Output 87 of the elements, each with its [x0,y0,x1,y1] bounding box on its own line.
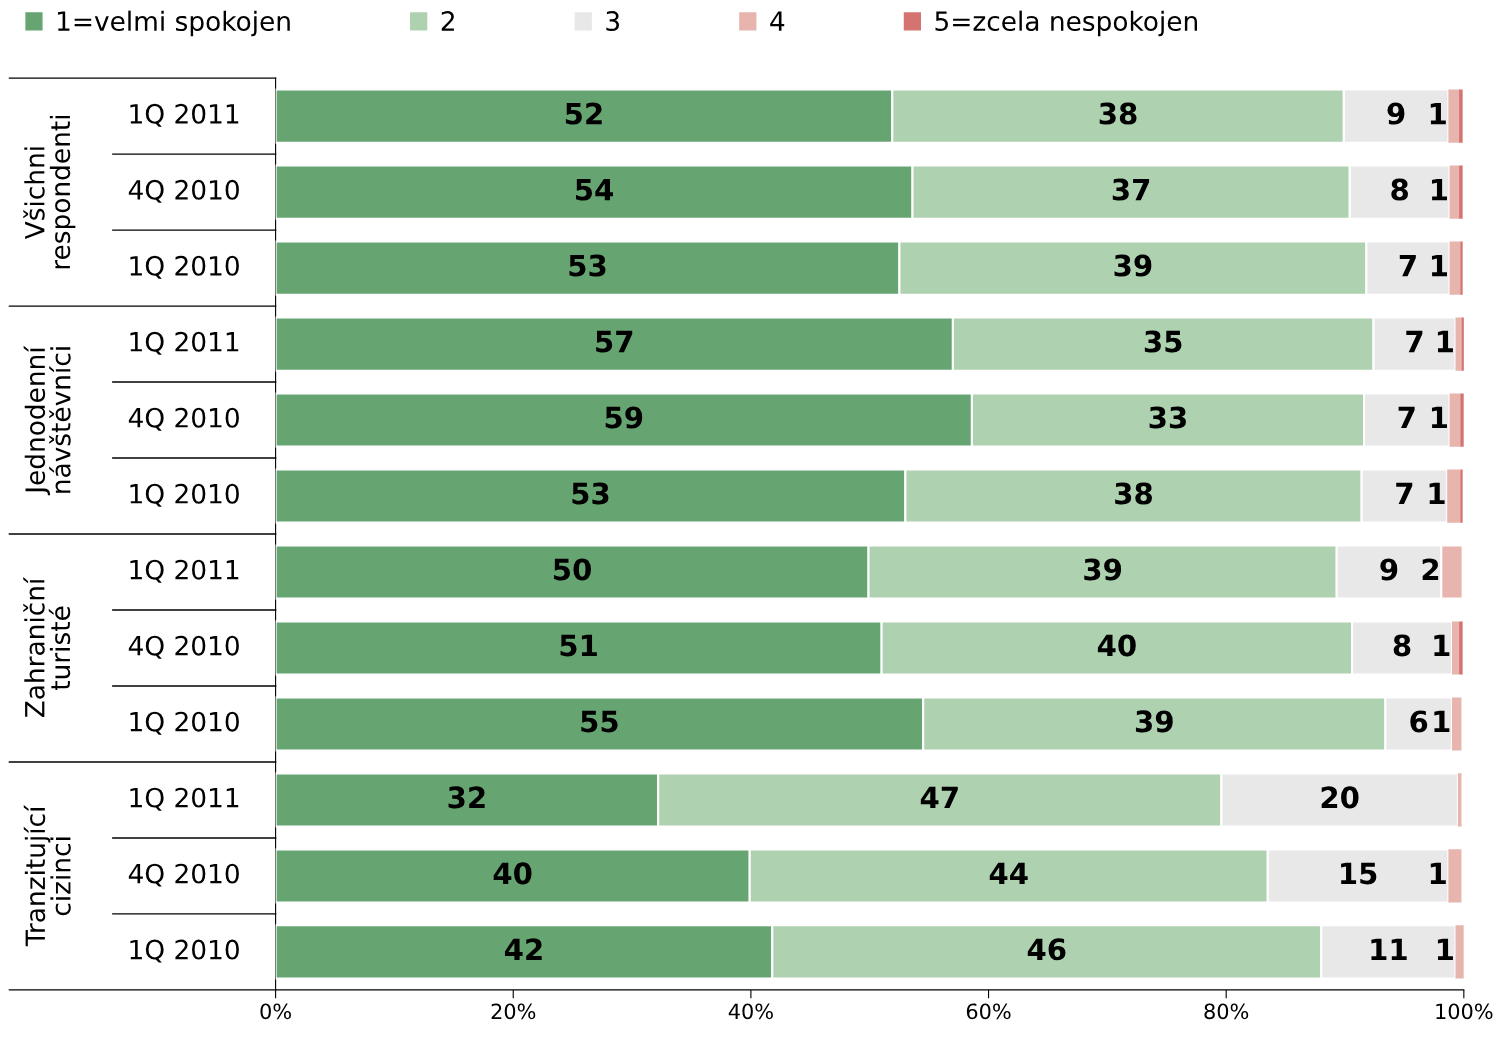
data-label: 7 [1399,254,1416,277]
data-label: 53 [569,254,606,277]
data-label: 32 [448,786,485,809]
data-label: 39 [1114,254,1152,277]
data-label: 6 [1410,710,1428,733]
bar [1460,241,1463,295]
data-label: 8 [1391,178,1409,201]
bar [1448,849,1462,903]
data-label: 55 [581,710,618,733]
data-label: 1 [1431,254,1447,277]
data-label: 7 [1398,406,1415,429]
y-tick-label: 1Q 2011 [130,559,239,583]
data-label: 51 [560,634,597,657]
y-tick-label: 1Q 2011 [130,103,239,127]
data-label: 15 [1341,862,1377,885]
data-label: 9 [1380,558,1398,581]
data-label: 7 [1406,330,1423,353]
x-tick-label: 80% [1204,1003,1249,1020]
legend-label: 1=velmi spokojen [57,10,290,37]
x-tick-label: 60% [966,1003,1011,1020]
y-tick-label: 4Q 2010 [128,863,239,887]
data-label: 1 [1434,634,1450,657]
data-label: 53 [572,482,609,505]
data-label: 8 [1393,634,1411,657]
data-label: 1 [1430,862,1446,884]
bar [1451,697,1462,751]
y-tick-label: 4Q 2010 [128,407,239,431]
data-label: 7 [1396,482,1413,505]
data-label: 42 [504,938,542,960]
data-label: 9 [1387,102,1405,125]
text: Jednodenní návštěvníci [23,345,71,496]
y-tick-label: 4Q 2010 [128,179,239,203]
x-tick-label: 100% [1436,1003,1493,1020]
data-label: 47 [920,786,958,808]
y-tick-label: 1Q 2010 [130,483,239,507]
data-label: 1 [1437,938,1453,960]
y-tick-label: 1Q 2010 [130,255,239,279]
data-label: 11 [1371,938,1407,960]
data-label: 20 [1321,786,1359,809]
data-label: 37 [1112,178,1150,201]
bar [1448,89,1460,143]
data-label: 50 [554,558,591,581]
bar [1451,621,1460,675]
data-label: 1 [1431,406,1447,429]
data-label: 59 [605,406,643,429]
data-label: 57 [596,330,633,353]
data-label: 44 [989,862,1028,884]
data-label: 1 [1434,710,1450,733]
bar [1449,241,1461,295]
bar [1460,469,1463,523]
data-label: 1 [1430,102,1446,125]
data-label: 39 [1084,558,1122,581]
data-label: 52 [565,102,602,125]
text: Tranzitující cizinci [23,804,71,947]
y-tick-label: 1Q 2011 [130,331,239,355]
legend-label: 4 [770,11,785,31]
bar [1459,165,1463,219]
y-tick-label: 4Q 2010 [128,635,239,659]
bar [1449,165,1460,219]
bar [1459,621,1463,675]
data-label: 40 [493,862,532,885]
x-tick-label: 40% [728,1003,773,1020]
legend-label: 5=zcela nespokojen [935,10,1197,37]
bar [1447,469,1461,523]
text: Všichni respondenti [23,115,76,269]
data-label: 40 [1097,634,1136,657]
text: Zahraniční turisté [23,577,71,718]
data-label: 1 [1431,178,1447,201]
data-label: 1 [1437,330,1453,353]
x-tick-label: 0% [260,1003,291,1020]
data-label: 35 [1144,330,1182,353]
bar [1449,393,1461,447]
y-tick-label: 1Q 2010 [130,711,239,735]
x-tick-label: 20% [491,1003,536,1020]
data-label: 46 [1027,938,1066,961]
y-tick-label: 1Q 2011 [130,787,239,811]
y-tick-label: 1Q 2010 [130,939,239,963]
data-label: 39 [1135,710,1173,733]
legend-label: 3 [606,11,620,32]
legend-label: 2 [441,11,454,31]
data-label: 54 [576,178,613,201]
data-label: 2 [1422,558,1439,581]
data-label: 38 [1115,482,1152,505]
data-label: 33 [1149,406,1186,429]
data-label: 38 [1099,102,1137,125]
data-label: 1 [1429,482,1445,505]
bar [1459,89,1463,143]
